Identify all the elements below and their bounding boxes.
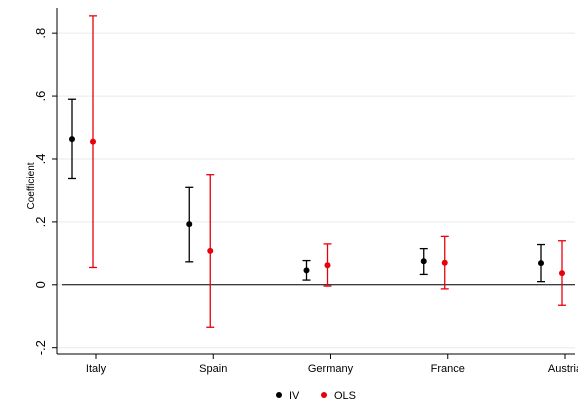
legend-label: OLS: [334, 390, 356, 402]
y-tick-label: .6: [33, 91, 48, 102]
x-tick-label: France: [431, 363, 465, 375]
legend: IV OLS: [276, 390, 356, 402]
y-tick-label: -.2: [33, 340, 48, 355]
point-estimate: [538, 260, 544, 267]
point-estimate: [324, 262, 331, 269]
y-tick-labels: -.2 0 .2 .4 .6 .8: [33, 28, 48, 356]
point-estimate: [559, 270, 565, 277]
x-tick-label: Spain: [199, 363, 227, 375]
y-tick-label: .8: [33, 28, 48, 39]
y-tick-label: .4: [33, 154, 48, 165]
y-axis-title: Coefficient: [26, 162, 37, 209]
x-tick-label: Italy: [86, 363, 107, 375]
point-estimate: [420, 258, 427, 265]
data-marks: [68, 15, 566, 328]
legend-marker: [321, 392, 327, 398]
point-estimate: [303, 267, 310, 274]
point-estimate: [207, 247, 214, 254]
legend-label: IV: [289, 390, 300, 402]
point-estimate: [90, 138, 96, 145]
axes: [52, 8, 575, 359]
y-tick-label: 0: [33, 281, 48, 288]
point-estimate: [441, 259, 448, 266]
legend-marker: [276, 392, 282, 398]
x-tick-labels: Italy Spain Germany France Austria: [86, 363, 578, 375]
x-tick-label: Germany: [308, 363, 354, 375]
x-tick-label: Austria: [548, 363, 578, 375]
grid-lines: [57, 32, 575, 349]
point-estimate: [186, 221, 193, 228]
y-tick-label: .2: [33, 216, 48, 227]
point-estimate: [69, 136, 75, 143]
